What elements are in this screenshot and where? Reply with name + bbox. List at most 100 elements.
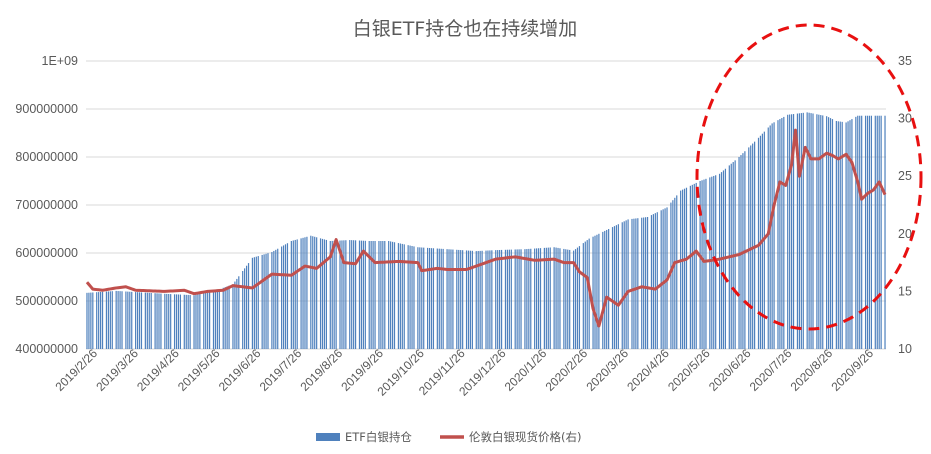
- bar: [874, 115, 876, 349]
- bar: [197, 294, 199, 349]
- bar: [855, 116, 857, 349]
- right-tick-label: 30: [898, 112, 912, 126]
- bar: [822, 115, 824, 350]
- bar: [380, 241, 382, 349]
- bar: [592, 236, 594, 349]
- bar: [777, 120, 779, 349]
- bar: [245, 265, 248, 349]
- bar: [563, 248, 565, 349]
- bar: [539, 248, 542, 349]
- bar: [261, 254, 263, 349]
- bar: [528, 248, 530, 349]
- bar: [674, 197, 676, 349]
- bar: [275, 249, 277, 349]
- bar: [316, 237, 318, 349]
- bar: [849, 120, 851, 349]
- bar: [771, 123, 773, 350]
- x-tick-label: 2019/3/26: [93, 346, 141, 394]
- bar: [611, 227, 614, 349]
- bar: [555, 247, 557, 349]
- bar: [491, 250, 493, 349]
- bar: [510, 249, 512, 349]
- bar: [329, 241, 331, 349]
- bar: [787, 114, 789, 349]
- bar: [271, 252, 273, 349]
- bar: [158, 293, 160, 349]
- bar: [802, 112, 804, 349]
- bar: [633, 218, 635, 349]
- bar: [353, 240, 355, 349]
- legend-bar-swatch: [316, 433, 340, 441]
- bar: [135, 292, 137, 349]
- bar: [584, 241, 586, 349]
- bar: [718, 173, 721, 349]
- bar: [559, 248, 561, 349]
- bar: [244, 268, 246, 349]
- bar: [234, 281, 236, 349]
- bar: [218, 289, 220, 349]
- bar: [86, 292, 88, 349]
- bar: [497, 250, 499, 349]
- bar: [349, 240, 351, 349]
- bar: [111, 291, 113, 349]
- bar: [442, 248, 444, 349]
- x-tick-label: 2020/6/26: [706, 346, 754, 394]
- bar: [117, 291, 119, 349]
- bar: [637, 218, 639, 349]
- bar: [131, 291, 133, 349]
- bar: [136, 292, 139, 349]
- x-tick-label: 2020/1/26: [502, 346, 550, 394]
- bar: [481, 250, 483, 349]
- bar: [789, 114, 791, 350]
- bar: [156, 293, 158, 349]
- bar: [621, 222, 623, 349]
- bar: [105, 291, 108, 349]
- bar: [306, 236, 308, 349]
- bar: [499, 249, 501, 349]
- bar: [578, 246, 581, 349]
- bar: [224, 287, 226, 349]
- bar: [652, 214, 654, 349]
- left-tick-label: 1E+09: [42, 54, 79, 68]
- bar: [514, 249, 516, 349]
- right-tick-label: 10: [898, 342, 912, 356]
- bar: [613, 226, 616, 349]
- bar: [382, 241, 384, 349]
- bar: [576, 247, 579, 349]
- bar: [485, 250, 487, 349]
- left-tick-label: 700000000: [15, 198, 78, 212]
- bar: [680, 190, 682, 349]
- bar: [209, 292, 211, 349]
- bar: [812, 113, 814, 349]
- right-tick-label: 15: [898, 284, 912, 298]
- bar: [450, 249, 452, 349]
- bar: [438, 248, 440, 349]
- right-axis-tick-labels: 10 15 20 25 30 35: [898, 54, 912, 356]
- bar: [263, 254, 265, 349]
- price-line: [85, 128, 887, 328]
- bar: [282, 245, 285, 349]
- bar: [524, 249, 526, 349]
- bar: [841, 121, 843, 349]
- bar: [432, 248, 435, 349]
- left-tick-label: 900000000: [15, 102, 78, 116]
- right-tick-label: 35: [898, 54, 912, 68]
- bar: [456, 249, 458, 349]
- bar: [281, 246, 283, 349]
- right-tick-label: 25: [898, 169, 912, 183]
- bar: [216, 289, 218, 349]
- bar: [543, 247, 545, 349]
- bar: [820, 115, 822, 349]
- bar: [547, 247, 549, 349]
- bar: [160, 293, 162, 349]
- line-series-london-silver-price: [85, 128, 887, 328]
- bar: [876, 115, 878, 349]
- bar: [594, 235, 596, 349]
- bar: [121, 291, 123, 349]
- bar: [596, 234, 598, 349]
- bar: [331, 240, 333, 349]
- bar: [798, 113, 800, 349]
- bar: [228, 285, 230, 349]
- bar: [586, 240, 588, 349]
